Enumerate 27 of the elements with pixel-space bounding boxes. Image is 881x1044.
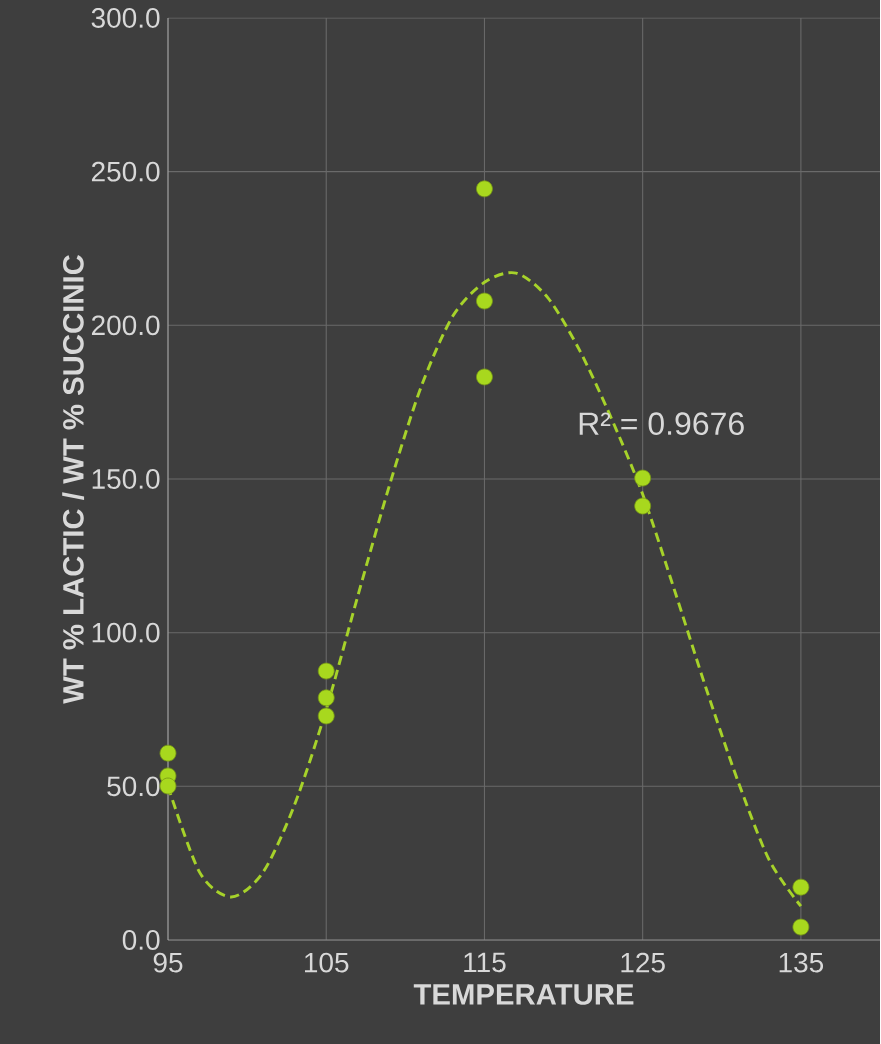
point: [318, 689, 335, 707]
x-axis-title: TEMPERATURE: [414, 984, 634, 1005]
x-tick-label: 135: [779, 952, 824, 973]
point: [318, 662, 335, 680]
point: [159, 744, 177, 762]
x-tick-label: 125: [621, 952, 666, 973]
point: [476, 292, 494, 310]
x-tick-label: 115: [464, 952, 506, 973]
y-axis-title: WT % LACTIC / WT % SUCCINIC: [62, 254, 85, 704]
y-tick-label: 50.0: [107, 776, 160, 797]
point: [318, 707, 335, 725]
point: [476, 180, 494, 198]
y-tick-label: 300.0: [91, 8, 160, 28]
point: [476, 368, 494, 386]
point: [792, 918, 810, 936]
y-tick-label: 0.0: [123, 930, 160, 950]
y-tick-label: 200.0: [92, 315, 160, 336]
point: [634, 469, 652, 487]
x-tick-label: 105: [305, 952, 349, 973]
y-tick-label: 250.0: [92, 161, 160, 182]
point: [634, 497, 652, 515]
x-tick-label: 95: [153, 952, 183, 973]
point: [159, 777, 177, 795]
y-tick-label: 100.0: [92, 622, 160, 643]
y-tick-label: 150.0: [92, 469, 160, 489]
point: [792, 878, 810, 896]
annotation: R² = 0.9676: [580, 412, 745, 435]
